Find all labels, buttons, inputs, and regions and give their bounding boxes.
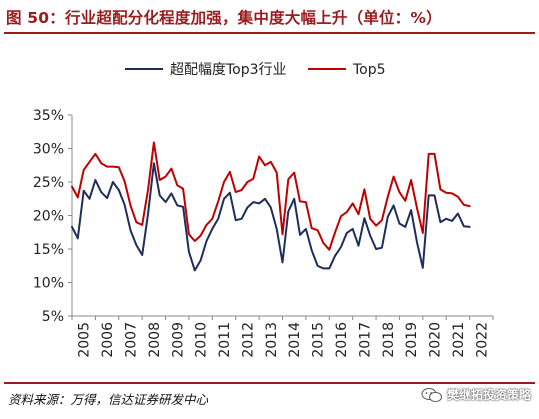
y-tick-label: 20% <box>33 209 64 225</box>
watermark-text: 樊继拓投资策略 <box>446 388 531 402</box>
x-tick-label: 2015 <box>311 322 327 358</box>
x-tick-label: 2018 <box>381 322 397 358</box>
chart-axes: 5% 10% 15% 20% 25% 30% 35% 2005 2006 2007 2008 2009… <box>33 108 494 358</box>
figure-title: 图 50：行业超配分化程度加强，集中度大幅上升（单位：%） <box>6 9 442 27</box>
y-tick-label: 15% <box>33 242 64 258</box>
x-tick-label: 2006 <box>100 322 116 358</box>
x-tick-label: 2020 <box>428 322 444 358</box>
y-tick-label: 10% <box>33 276 64 292</box>
x-tick-label: 2021 <box>451 322 467 358</box>
y-tick-label: 30% <box>33 142 64 158</box>
x-tick-label: 2019 <box>404 322 420 358</box>
line-chart: 超配幅度Top3行业 Top5 5% 10% 15% 20% 25% 30% 35% 2005 2… <box>33 62 494 358</box>
chart-legend: 超配幅度Top3行业 Top5 <box>125 62 386 78</box>
y-tick-label: 25% <box>33 175 64 191</box>
series-line-top5 <box>71 141 471 251</box>
legend-label-top5: Top5 <box>352 62 386 78</box>
x-tick-label: 2009 <box>170 322 186 358</box>
chart-series <box>71 141 471 272</box>
x-tick-label: 2010 <box>194 322 210 358</box>
wechat-icon <box>421 387 442 402</box>
x-tick-label: 2005 <box>77 322 93 358</box>
watermark: 樊继拓投资策略 <box>421 386 531 403</box>
footer-divider <box>4 382 535 384</box>
series-line-top3 <box>71 162 471 272</box>
legend-label-top3: 超配幅度Top3行业 <box>170 62 287 78</box>
x-tick-label: 2013 <box>264 322 280 358</box>
x-tick-label: 2007 <box>123 322 139 358</box>
source-note: 资料来源：万得，信达证券研发中心 <box>8 392 209 407</box>
y-tick-label: 35% <box>33 108 64 124</box>
x-tick-label: 2014 <box>287 322 303 358</box>
x-tick-label: 2022 <box>474 322 490 358</box>
x-tick-label: 2008 <box>147 322 163 358</box>
x-tick-label: 2016 <box>334 322 350 358</box>
title-divider <box>4 32 535 34</box>
x-tick-label: 2017 <box>357 322 373 358</box>
x-tick-label: 2011 <box>217 322 233 358</box>
figure-header: 图 50：行业超配分化程度加强，集中度大幅上升（单位：%） <box>0 0 539 34</box>
y-tick-label: 5% <box>42 309 64 325</box>
x-tick-label: 2012 <box>240 322 256 358</box>
